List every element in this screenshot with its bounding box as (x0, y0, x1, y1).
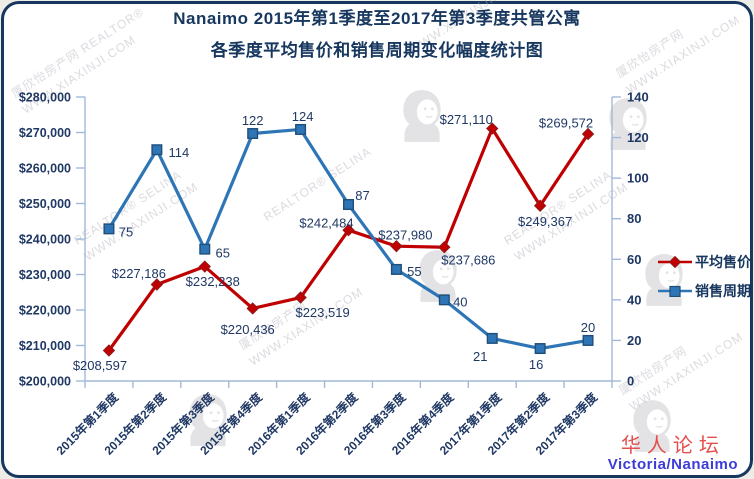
chart-legend: 平均售价 销售周期 (658, 252, 751, 301)
footer-region-name: Victoria/Nanaimo (607, 456, 738, 473)
svg-text:$232,238: $232,238 (186, 274, 240, 289)
svg-text:$270,000: $270,000 (19, 126, 71, 140)
svg-text:21: 21 (473, 349, 487, 364)
svg-text:20: 20 (581, 320, 595, 335)
svg-text:$227,186: $227,186 (112, 266, 166, 281)
svg-text:80: 80 (627, 211, 641, 226)
svg-text:122: 122 (242, 113, 264, 128)
svg-text:120: 120 (627, 130, 649, 145)
svg-text:114: 114 (168, 145, 189, 160)
svg-text:$230,000: $230,000 (19, 268, 71, 282)
svg-text:$223,519: $223,519 (295, 305, 349, 320)
chart-title: Nanaimo 2015年第1季度至2017年第3季度共管公寓 各季度平均售价和… (0, 10, 754, 74)
sales-period-line-marker-icon (658, 285, 692, 297)
svg-text:$240,000: $240,000 (19, 233, 71, 247)
avg-price-line-marker-icon (658, 256, 692, 268)
footer-forum-name: 华人论坛 (620, 435, 725, 457)
svg-text:$280,000: $280,000 (19, 91, 71, 105)
chart-title-line1: Nanaimo 2015年第1季度至2017年第3季度共管公寓 (173, 9, 581, 28)
svg-text:$237,980: $237,980 (378, 228, 432, 243)
svg-text:$271,110: $271,110 (440, 112, 493, 127)
svg-text:100: 100 (627, 171, 649, 186)
svg-text:55: 55 (407, 264, 421, 279)
svg-text:$220,436: $220,436 (221, 322, 275, 337)
svg-text:$242,484: $242,484 (299, 216, 353, 231)
legend-label-avg-price: 平均售价 (695, 254, 751, 270)
svg-text:20: 20 (627, 333, 641, 348)
legend-item-avg-price: 平均售价 (658, 252, 751, 272)
svg-text:60: 60 (627, 252, 641, 267)
legend-item-sales-period: 销售周期 (658, 281, 751, 301)
svg-text:$200,000: $200,000 (19, 375, 71, 389)
svg-text:$249,367: $249,367 (518, 214, 572, 229)
svg-text:$269,572: $269,572 (539, 116, 593, 131)
svg-text:140: 140 (627, 90, 649, 105)
legend-label-sales-period: 销售周期 (695, 283, 751, 299)
svg-text:40: 40 (453, 294, 467, 309)
svg-text:16: 16 (529, 357, 543, 372)
svg-text:$210,000: $210,000 (19, 339, 71, 353)
svg-text:$208,597: $208,597 (73, 358, 127, 373)
svg-text:$237,686: $237,686 (441, 253, 495, 268)
chart-title-line2: 各季度平均售价和销售周期变化幅度统计图 (210, 41, 544, 60)
svg-text:87: 87 (355, 188, 369, 203)
svg-text:40: 40 (627, 292, 641, 307)
svg-text:$220,000: $220,000 (19, 304, 71, 318)
svg-text:$250,000: $250,000 (19, 197, 71, 211)
svg-text:$260,000: $260,000 (19, 162, 71, 176)
footer-branding: 华人论坛 Victoria/Nanaimo (608, 436, 738, 474)
svg-text:124: 124 (292, 109, 314, 124)
svg-text:75: 75 (119, 224, 133, 239)
svg-text:0: 0 (627, 374, 634, 389)
svg-text:65: 65 (216, 246, 230, 261)
